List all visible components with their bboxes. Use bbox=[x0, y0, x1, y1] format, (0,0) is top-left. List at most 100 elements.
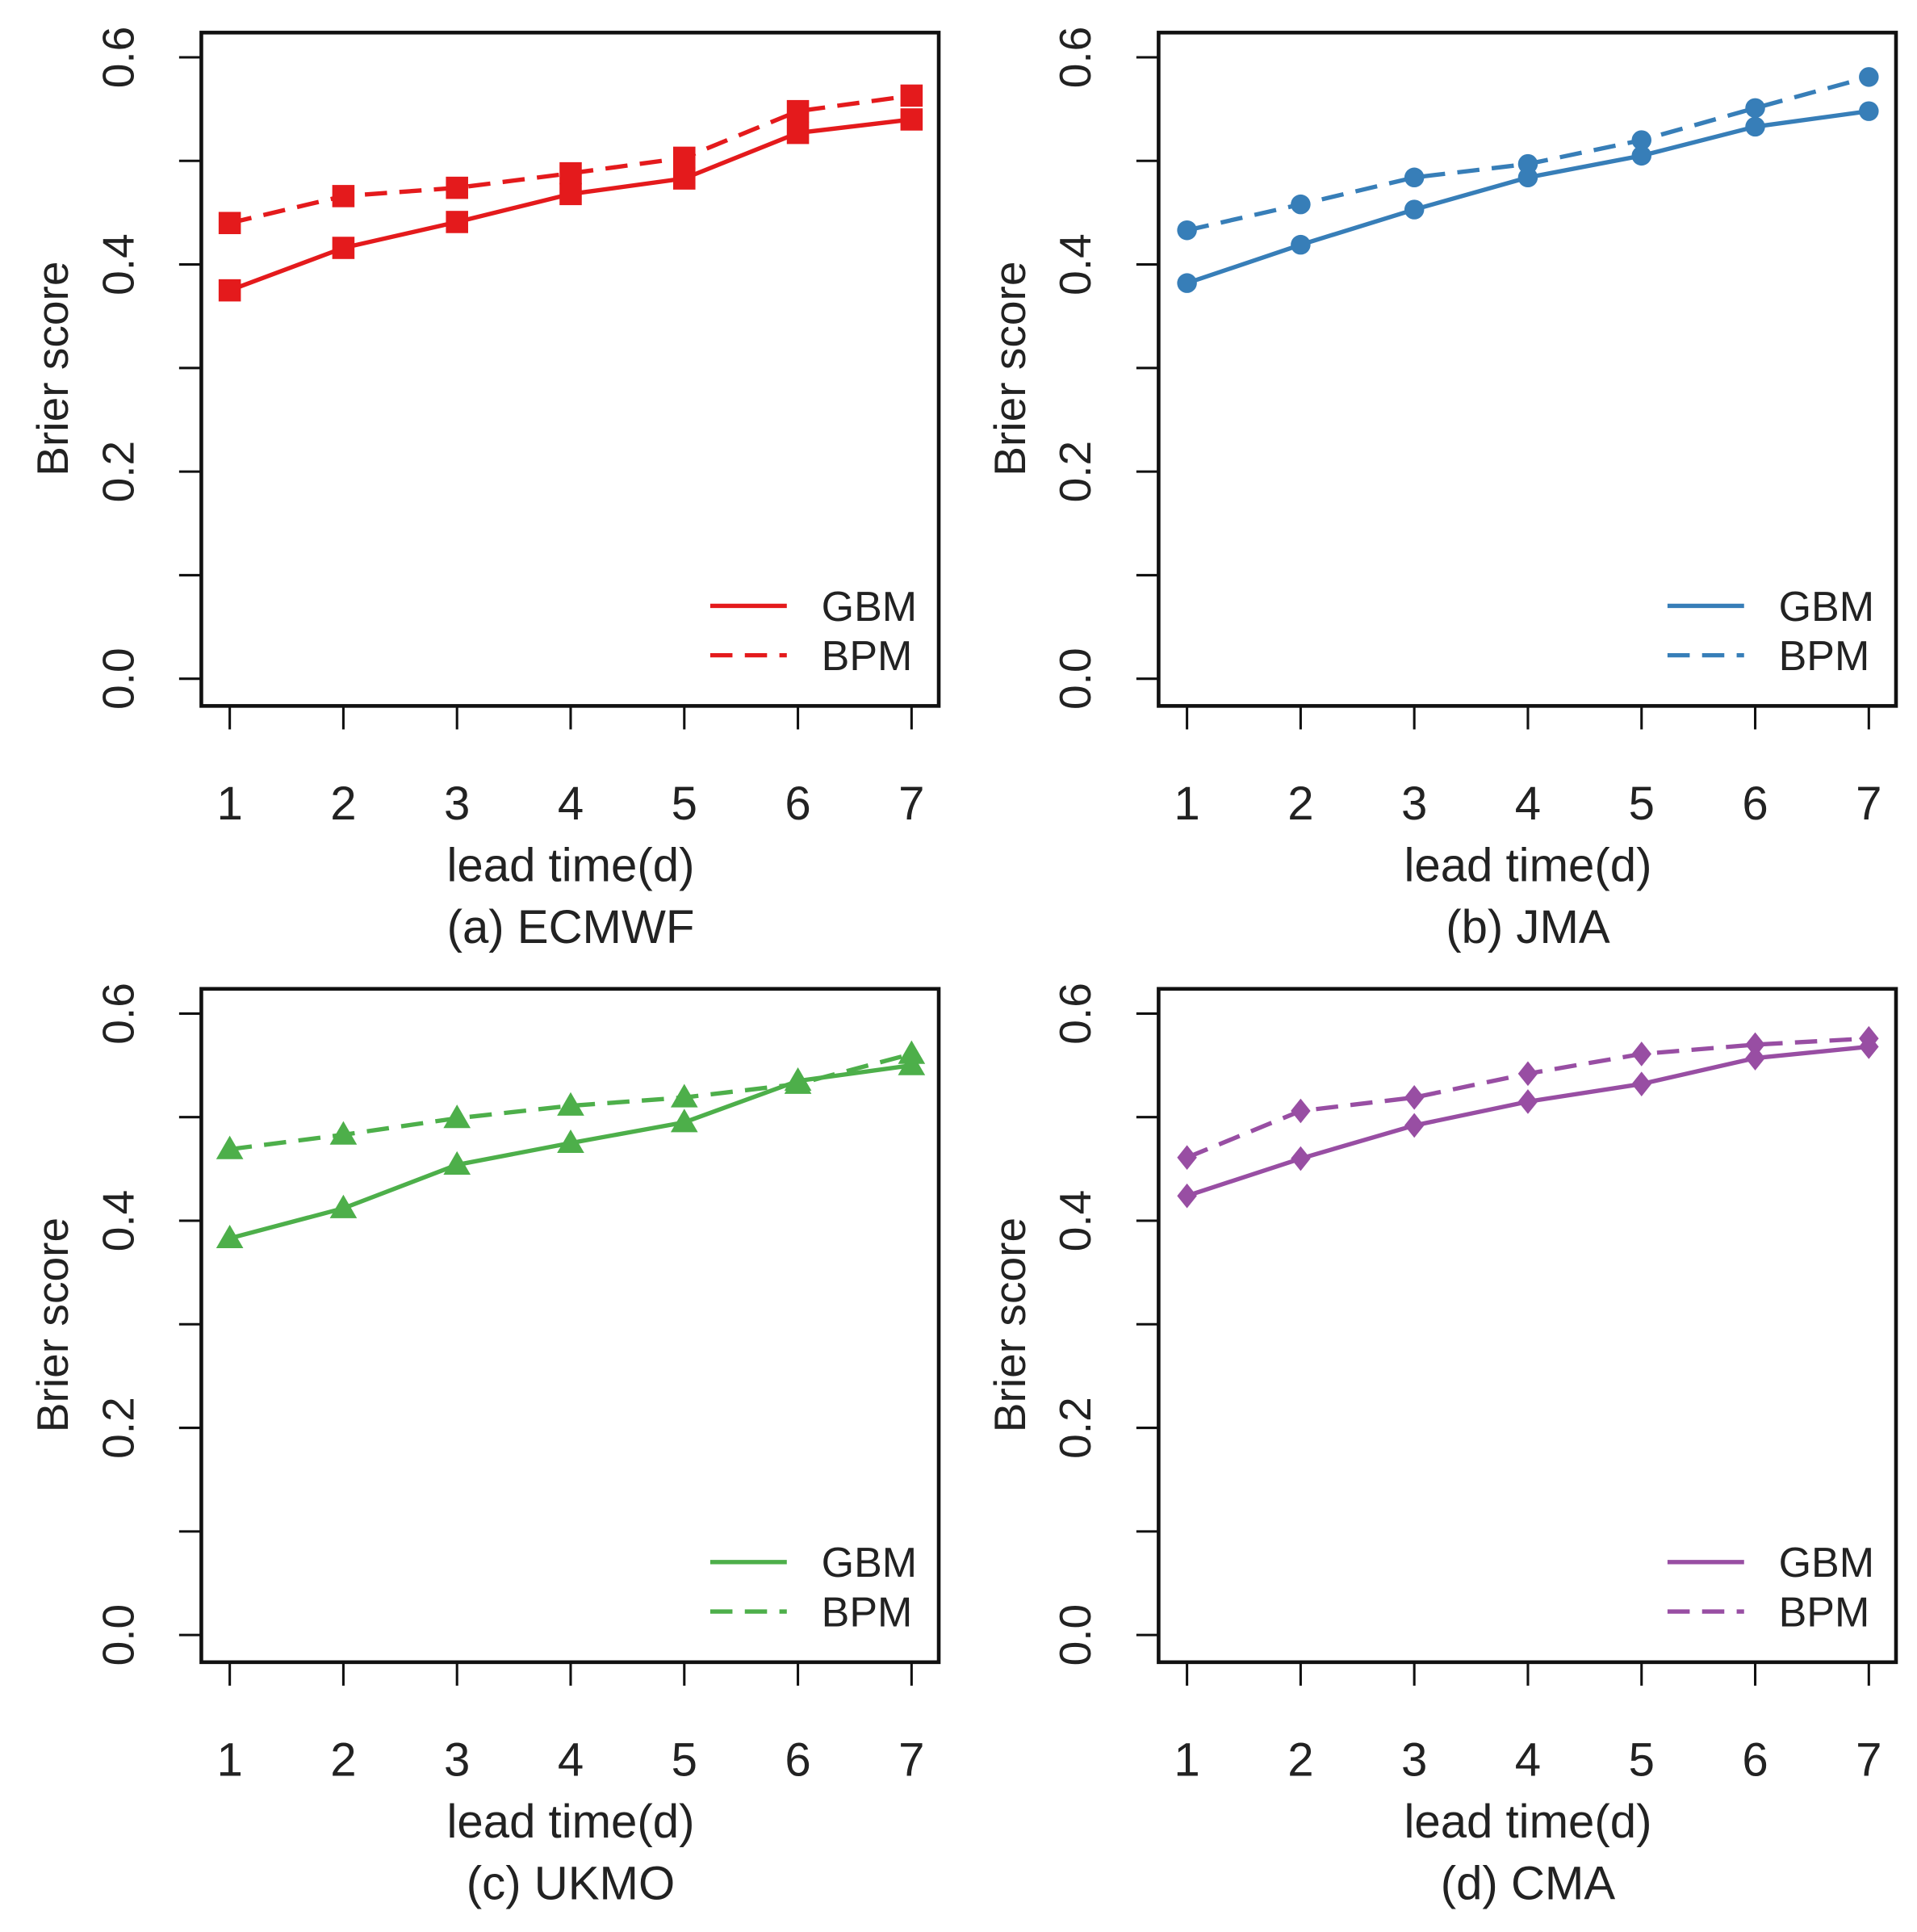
chart-panel-1: 0.0 0.2 0.4 0.6 Brier score 1 2 3 4 5 6 7 lead time(… bbox=[985, 27, 1898, 953]
data-point-bpm bbox=[329, 1121, 358, 1145]
x-tick-label: 7 bbox=[1856, 777, 1881, 830]
data-point-bpm bbox=[332, 185, 355, 207]
y-tick-label: 0.4 bbox=[93, 1190, 143, 1252]
data-point-gbm bbox=[446, 211, 468, 233]
y-tick-label: 0.6 bbox=[1050, 983, 1100, 1045]
data-point-gbm bbox=[1404, 1113, 1425, 1138]
y-tick-label: 0.6 bbox=[93, 27, 143, 89]
data-point-bpm bbox=[1177, 1145, 1197, 1171]
data-point-gbm bbox=[559, 182, 582, 206]
data-point-gbm bbox=[1177, 1183, 1197, 1209]
x-tick-label: 2 bbox=[1287, 1734, 1313, 1787]
data-point-bpm bbox=[1517, 1061, 1538, 1087]
data-point-gbm bbox=[900, 108, 923, 131]
data-point-bpm bbox=[1291, 194, 1311, 215]
y-axis-label: Brier score bbox=[27, 1217, 77, 1432]
x-axis-label: lead time(d) bbox=[446, 1796, 694, 1848]
legend-label: BPM bbox=[1779, 1589, 1870, 1636]
x-tick-label: 7 bbox=[1856, 1734, 1881, 1787]
legend-label: BPM bbox=[822, 1589, 913, 1636]
data-point-bpm bbox=[1859, 67, 1879, 87]
data-point-gbm bbox=[1631, 1071, 1651, 1096]
panel-caption: (b) JMA bbox=[1446, 901, 1610, 953]
y-tick-label: 0.4 bbox=[1050, 233, 1100, 295]
data-point-gbm bbox=[1291, 234, 1311, 255]
x-axis-label: lead time(d) bbox=[1404, 1796, 1651, 1848]
data-point-bpm bbox=[1291, 1098, 1311, 1124]
y-tick-label: 0.2 bbox=[1050, 441, 1100, 503]
data-point-gbm bbox=[1859, 101, 1879, 121]
data-point-bpm bbox=[1404, 167, 1425, 188]
x-tick-label: 6 bbox=[785, 1734, 810, 1787]
data-point-gbm bbox=[1517, 1089, 1538, 1114]
data-point-gbm bbox=[673, 167, 696, 190]
data-point-bpm bbox=[673, 146, 696, 170]
x-axis-label: lead time(d) bbox=[446, 840, 694, 892]
series-line-bpm bbox=[1187, 74, 1870, 233]
y-tick-label: 0.2 bbox=[1050, 1397, 1100, 1459]
series-line-gbm bbox=[1186, 109, 1869, 286]
legend-label: GBM bbox=[1779, 1540, 1874, 1586]
data-point-bpm bbox=[218, 212, 241, 235]
legend-label: BPM bbox=[1779, 633, 1870, 680]
data-point-bpm bbox=[216, 1135, 244, 1159]
y-axis-label: Brier score bbox=[27, 261, 77, 476]
data-point-bpm bbox=[1404, 1085, 1425, 1110]
data-point-gbm bbox=[443, 1150, 471, 1175]
data-point-gbm bbox=[329, 1194, 358, 1218]
x-tick-label: 1 bbox=[216, 1734, 242, 1787]
y-tick-label: 0.0 bbox=[1050, 647, 1100, 710]
legend-label: GBM bbox=[822, 584, 917, 631]
x-axis-label: lead time(d) bbox=[1404, 840, 1651, 892]
data-point-bpm bbox=[900, 84, 923, 107]
data-point-bpm bbox=[446, 176, 468, 199]
y-tick-label: 0.0 bbox=[93, 1604, 143, 1666]
x-tick-label: 4 bbox=[558, 1734, 584, 1787]
y-tick-label: 0.2 bbox=[93, 1397, 143, 1459]
x-tick-label: 3 bbox=[444, 777, 470, 830]
data-point-gbm bbox=[1745, 116, 1765, 137]
y-axis-label: Brier score bbox=[985, 261, 1035, 476]
legend-label: GBM bbox=[1779, 584, 1874, 631]
y-tick-label: 0.2 bbox=[93, 441, 143, 503]
x-tick-label: 6 bbox=[1742, 1734, 1768, 1787]
x-tick-label: 3 bbox=[444, 1734, 470, 1787]
chart-panel-2: 0.0 0.2 0.4 0.6 Brier score 1 2 3 4 5 6 7 lead time(… bbox=[27, 983, 941, 1910]
data-point-bpm bbox=[1177, 220, 1197, 241]
data-point-bpm bbox=[1631, 130, 1651, 150]
data-point-bpm bbox=[557, 1092, 584, 1116]
legend-label: BPM bbox=[822, 633, 913, 680]
x-tick-label: 7 bbox=[898, 1734, 924, 1787]
data-point-gbm bbox=[1177, 273, 1197, 293]
data-point-bpm bbox=[1745, 98, 1765, 119]
x-tick-label: 2 bbox=[1287, 777, 1313, 830]
data-point-gbm bbox=[786, 121, 810, 145]
data-point-bpm bbox=[1631, 1041, 1651, 1067]
data-point-bpm bbox=[443, 1104, 471, 1129]
data-point-gbm bbox=[332, 237, 355, 259]
x-tick-label: 4 bbox=[558, 777, 584, 830]
x-tick-label: 5 bbox=[1629, 1734, 1655, 1787]
data-point-bpm bbox=[559, 161, 582, 185]
data-point-gbm bbox=[1404, 199, 1425, 220]
x-tick-label: 4 bbox=[1515, 777, 1541, 830]
x-tick-label: 4 bbox=[1515, 1734, 1541, 1787]
y-axis-label: Brier score bbox=[985, 1217, 1035, 1432]
x-tick-label: 5 bbox=[672, 1734, 697, 1787]
y-tick-label: 0.6 bbox=[1050, 27, 1100, 89]
x-tick-label: 2 bbox=[330, 777, 356, 830]
data-point-bpm bbox=[670, 1083, 698, 1108]
data-point-gbm bbox=[1291, 1146, 1311, 1171]
data-point-bpm bbox=[898, 1040, 926, 1064]
x-tick-label: 6 bbox=[1742, 777, 1768, 830]
chart-panel-3: 0.0 0.2 0.4 0.6 Brier score 1 2 3 4 5 6 7 lead time(… bbox=[985, 983, 1898, 1910]
x-tick-label: 6 bbox=[785, 777, 810, 830]
y-tick-label: 0.4 bbox=[1050, 1190, 1100, 1252]
panel-caption: (a) ECMWF bbox=[447, 901, 695, 953]
y-tick-label: 0.0 bbox=[1050, 1604, 1100, 1666]
x-tick-label: 1 bbox=[1174, 777, 1199, 830]
panel-caption: (c) UKMO bbox=[467, 1858, 675, 1910]
data-point-gbm bbox=[557, 1129, 584, 1154]
legend-label: GBM bbox=[822, 1540, 917, 1586]
